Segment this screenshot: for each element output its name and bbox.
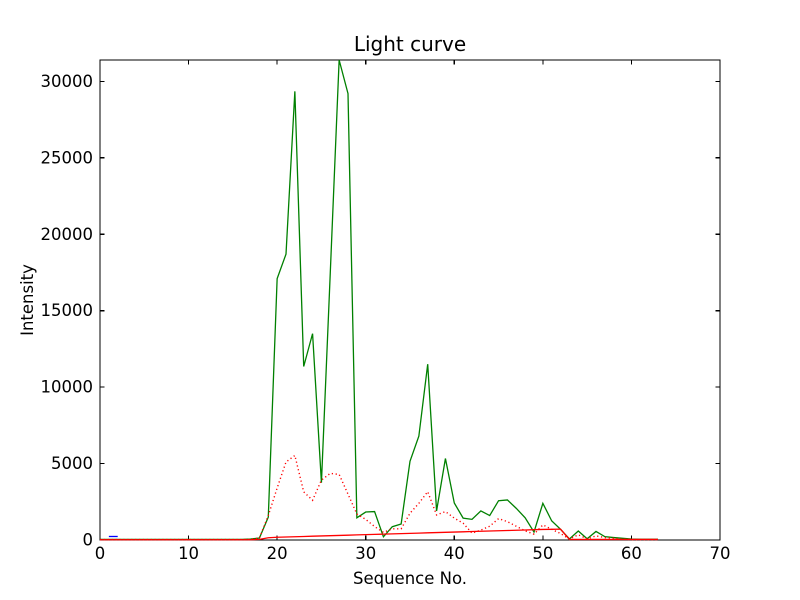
y-tick-label: 20000 <box>41 225 94 244</box>
y-tick-label: 10000 <box>41 378 94 397</box>
x-tick-label: 50 <box>532 544 553 563</box>
series-background-red-solid <box>100 528 658 541</box>
y-tick-label: 25000 <box>41 148 94 167</box>
x-tick-label: 70 <box>710 544 731 563</box>
y-tick-label: 0 <box>83 531 94 550</box>
y-tick-label: 30000 <box>41 72 94 91</box>
y-axis-label: Intensity <box>18 264 37 336</box>
x-tick-label: 0 <box>95 544 106 563</box>
x-axis-label: Sequence No. <box>353 569 467 588</box>
y-tick-label: 15000 <box>41 301 94 320</box>
x-tick-label: 20 <box>267 544 288 563</box>
x-tick-label: 10 <box>178 544 199 563</box>
plot-area: 0 10 20 30 40 50 60 70 0 5000 10000 15000 20000 25000… <box>41 59 731 563</box>
x-tick-label: 60 <box>621 544 642 563</box>
y-tick-label: 5000 <box>51 454 93 473</box>
x-tick-label: 30 <box>355 544 376 563</box>
x-tick-label: 40 <box>444 544 465 563</box>
chart-title: Light curve <box>354 32 466 56</box>
axes-frame <box>99 59 721 541</box>
